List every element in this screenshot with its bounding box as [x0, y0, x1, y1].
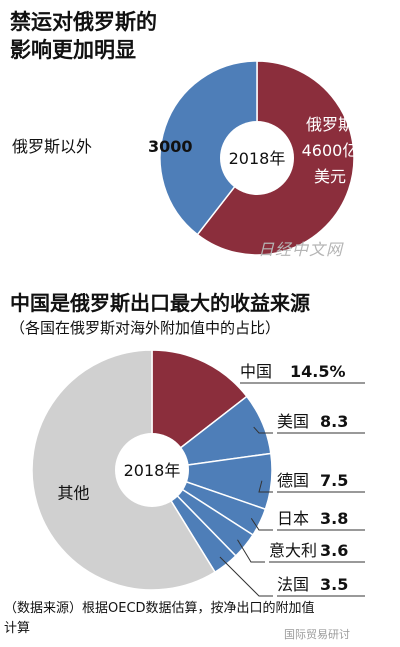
source-note-line2: 计算 — [4, 621, 31, 636]
chart2-label-5: 法国 — [277, 575, 309, 594]
chart2-leader-5 — [219, 556, 273, 597]
chart2-slice-0 — [151, 349, 248, 472]
chart2-subtitle: （各国在俄罗斯对海外附加值中的占比） — [10, 319, 281, 337]
chart1-label-russia: 俄罗斯 — [306, 115, 354, 134]
chart2-label-2: 德国 — [277, 471, 309, 490]
chart1-label-other: 俄罗斯以外 — [12, 137, 92, 156]
chart1-value-other: 3000 — [148, 137, 193, 156]
chart2-value-1: 8.3 — [320, 412, 348, 431]
chart1-title-line1: 禁运对俄罗斯的 — [10, 10, 157, 34]
chart2-label-other: 其他 — [57, 483, 89, 502]
watermark: 日经中文网 — [258, 240, 344, 259]
chart2-value-3: 3.8 — [320, 509, 348, 528]
chart1-title-line2: 影响更加明显 — [10, 38, 136, 62]
chart2-center-label: 2018年 — [124, 461, 181, 480]
chart2-leader-3 — [250, 518, 273, 531]
footer-mark: 国际贸易研讨 — [284, 628, 350, 641]
chart2-value-5: 3.5 — [320, 575, 348, 594]
chart2-leader-4 — [237, 539, 265, 563]
chart2-leader-1 — [253, 426, 273, 434]
chart1-slice-1 — [159, 60, 258, 236]
chart1-center-hole — [220, 121, 294, 195]
chart2-value-2: 7.5 — [320, 471, 348, 490]
chart2-label-3: 日本 — [277, 509, 309, 528]
chart2-label-4: 意大利 — [269, 541, 317, 560]
chart2-center-hole — [115, 433, 189, 507]
chart2-value-0: 14.5% — [290, 362, 346, 381]
chart2-title: 中国是俄罗斯出口最大的收益来源 — [10, 291, 310, 315]
chart1-center-label: 2018年 — [229, 149, 286, 168]
chart2-label-1: 美国 — [277, 412, 309, 431]
chart1-unit-russia: 美元 — [314, 167, 346, 186]
chart2-leader-2 — [258, 480, 273, 493]
chart2-label-0: 中国 — [240, 362, 272, 381]
source-note-line1: （数据来源）根据OECD数据估算，按净出口的附加值 — [4, 601, 315, 616]
chart1-value-russia: 4600亿 — [302, 141, 359, 160]
chart2-value-4: 3.6 — [320, 541, 348, 560]
